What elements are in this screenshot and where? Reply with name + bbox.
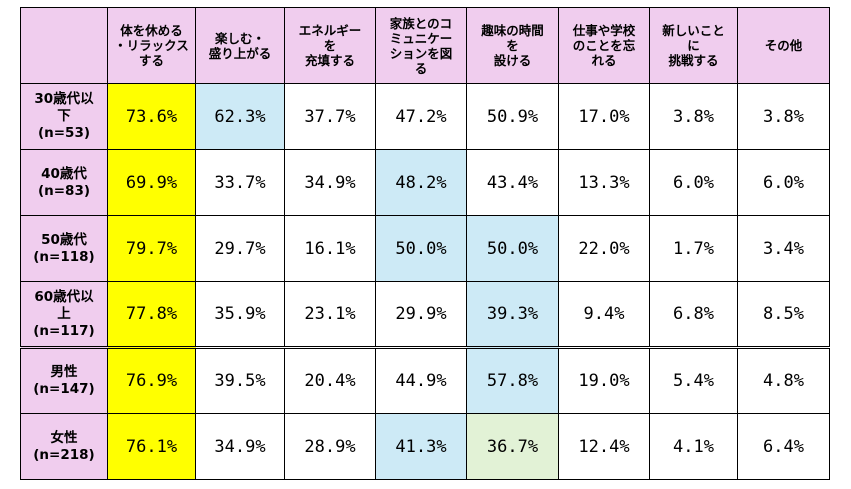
corner-cell	[20, 7, 108, 84]
data-cell: 29.9%	[375, 281, 467, 348]
data-cell: 16.1%	[284, 215, 376, 282]
data-cell: 35.9%	[195, 281, 285, 348]
data-cell: 41.3%	[375, 413, 467, 480]
results-table: 体を休める ・リラックス する 楽しむ・ 盛り上がる エネルギーを充填する 家族とのコ…	[20, 7, 830, 480]
data-cell: 4.8%	[737, 346, 830, 414]
row-header: 女性 (n=218)	[20, 413, 108, 480]
data-cell: 12.4%	[558, 413, 650, 480]
data-cell: 62.3%	[195, 83, 285, 150]
row-header: 40歳代 (n=83)	[20, 149, 108, 216]
data-cell: 37.7%	[284, 83, 376, 150]
header-row: 体を休める ・リラックス する 楽しむ・ 盛り上がる エネルギーを充填する 家族とのコ…	[20, 7, 830, 84]
data-cell: 8.5%	[737, 281, 830, 348]
table-row: 40歳代 (n=83) 69.9% 33.7% 34.9% 48.2% 43.4% 13.3%…	[20, 149, 830, 216]
data-cell: 6.0%	[737, 149, 830, 216]
data-cell: 34.9%	[284, 149, 376, 216]
column-header: その他	[737, 7, 830, 84]
column-header: 家族とのコ ミュニケー ションを図る	[375, 7, 467, 84]
data-cell: 3.4%	[737, 215, 830, 282]
data-cell: 28.9%	[284, 413, 376, 480]
data-cell: 9.4%	[558, 281, 650, 348]
data-cell: 29.7%	[195, 215, 285, 282]
data-cell: 6.0%	[649, 149, 738, 216]
data-cell: 33.7%	[195, 149, 285, 216]
data-cell: 6.4%	[737, 413, 830, 480]
data-cell: 73.6%	[107, 83, 196, 150]
data-cell: 79.7%	[107, 215, 196, 282]
data-cell: 44.9%	[375, 346, 467, 414]
data-cell: 36.7%	[466, 413, 559, 480]
table-row: 60歳代以上 (n=117) 77.8% 35.9% 23.1% 29.9% 39.3% 9.…	[20, 281, 830, 348]
data-cell: 77.8%	[107, 281, 196, 348]
data-cell: 39.3%	[466, 281, 559, 348]
data-cell: 76.1%	[107, 413, 196, 480]
results-table-wrapper: 体を休める ・リラックス する 楽しむ・ 盛り上がる エネルギーを充填する 家族とのコ…	[20, 7, 830, 480]
data-cell: 50.9%	[466, 83, 559, 150]
data-cell: 50.0%	[375, 215, 467, 282]
row-header: 60歳代以上 (n=117)	[20, 281, 108, 348]
data-cell: 47.2%	[375, 83, 467, 150]
data-cell: 48.2%	[375, 149, 467, 216]
data-cell: 69.9%	[107, 149, 196, 216]
data-cell: 22.0%	[558, 215, 650, 282]
data-cell: 1.7%	[649, 215, 738, 282]
column-header: 体を休める ・リラックス する	[107, 7, 196, 84]
table-row: 50歳代 (n=118) 79.7% 29.7% 16.1% 50.0% 50.0% 22.0…	[20, 215, 830, 282]
table-row: 男性 (n=147) 76.9% 39.5% 20.4% 44.9% 57.8% 19.0% 5…	[20, 346, 830, 414]
data-cell: 19.0%	[558, 346, 650, 414]
column-header: エネルギーを充填する	[284, 7, 376, 84]
data-cell: 43.4%	[466, 149, 559, 216]
data-cell: 13.3%	[558, 149, 650, 216]
table-row: 30歳代以下 (n=53) 73.6% 62.3% 37.7% 47.2% 50.9% 17.…	[20, 83, 830, 150]
data-cell: 5.4%	[649, 346, 738, 414]
data-cell: 34.9%	[195, 413, 285, 480]
data-cell: 23.1%	[284, 281, 376, 348]
column-header: 新しいことに挑戦する	[649, 7, 738, 84]
row-header: 50歳代 (n=118)	[20, 215, 108, 282]
row-header: 男性 (n=147)	[20, 346, 108, 414]
data-cell: 6.8%	[649, 281, 738, 348]
row-header: 30歳代以下 (n=53)	[20, 83, 108, 150]
data-cell: 76.9%	[107, 346, 196, 414]
data-cell: 20.4%	[284, 346, 376, 414]
column-header: 趣味の時間を設ける	[466, 7, 559, 84]
data-cell: 3.8%	[737, 83, 830, 150]
data-cell: 3.8%	[649, 83, 738, 150]
data-cell: 57.8%	[466, 346, 559, 414]
data-cell: 39.5%	[195, 346, 285, 414]
data-cell: 50.0%	[466, 215, 559, 282]
column-header: 仕事や学校 のことを忘 れる	[558, 7, 650, 84]
data-cell: 17.0%	[558, 83, 650, 150]
data-cell: 4.1%	[649, 413, 738, 480]
table-row: 女性 (n=218) 76.1% 34.9% 28.9% 41.3% 36.7% 12.4% 4…	[20, 413, 830, 480]
column-header: 楽しむ・ 盛り上がる	[195, 7, 285, 84]
